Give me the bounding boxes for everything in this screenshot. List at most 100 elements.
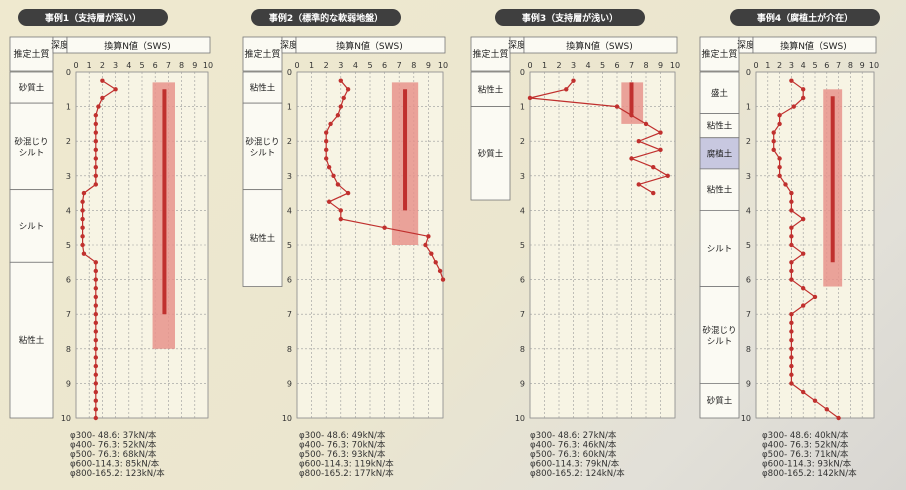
n-value-point xyxy=(93,277,99,282)
x-tick-label: 5 xyxy=(812,61,817,70)
soil-layer xyxy=(470,106,511,201)
y-tick-label: 10 xyxy=(282,414,292,423)
n-value-point xyxy=(100,78,105,83)
header-value-box xyxy=(523,36,678,54)
n-value-point xyxy=(836,415,841,421)
n-value-point xyxy=(789,208,794,213)
n-value-point xyxy=(629,156,634,161)
soil-layer-label: 粘性土 xyxy=(250,83,276,94)
n-value-point xyxy=(789,199,794,204)
n-value-point xyxy=(812,398,818,403)
x-tick-label: 3 xyxy=(789,61,794,70)
y-tick-label: 7 xyxy=(287,310,292,319)
header-depth-label: 深度 xyxy=(280,39,298,51)
n-value-point xyxy=(801,216,806,222)
y-tick-label: 9 xyxy=(66,379,71,388)
n-value-point xyxy=(81,251,87,256)
capacity-line: φ600-114.3: 93kN/本 xyxy=(762,458,852,470)
n-value-point xyxy=(93,286,99,291)
grid xyxy=(529,71,676,419)
n-value-point xyxy=(328,121,333,127)
y-tick-label: 7 xyxy=(746,310,751,319)
soil-layer-label: 砂混じりシルト xyxy=(14,136,48,158)
y-tick-label: 6 xyxy=(66,276,71,285)
y-tick-label: 9 xyxy=(287,379,292,388)
y-tick-label: 1 xyxy=(520,103,525,112)
n-value-point xyxy=(643,121,649,127)
x-tick-label: 8 xyxy=(848,61,853,70)
x-tick-label: 4 xyxy=(801,61,806,70)
x-tick-label: 9 xyxy=(658,61,663,70)
y-tick-label: 5 xyxy=(66,241,71,250)
soil-layer xyxy=(242,102,283,191)
x-tick-label: 6 xyxy=(382,61,387,70)
y-tick-label: 1 xyxy=(746,103,751,112)
soil-layer xyxy=(699,382,740,419)
chart-title: 事例4（腐植土が介在） xyxy=(757,12,853,24)
capacity-line: φ400- 76.3: 46kN/本 xyxy=(530,439,617,451)
n-value-point xyxy=(801,286,806,291)
n-value-point xyxy=(440,277,446,282)
x-tick-label: 3 xyxy=(338,61,343,70)
n-value-point xyxy=(338,78,343,83)
n-value-point xyxy=(93,130,99,135)
y-tick-label: 7 xyxy=(520,310,525,319)
y-tick-label: 5 xyxy=(287,241,292,250)
soil-layer-label: 砂混じりシルト xyxy=(245,136,279,158)
n-value-point xyxy=(80,199,85,204)
n-value-point xyxy=(789,329,794,334)
n-value-point xyxy=(423,242,428,248)
x-tick-label: 5 xyxy=(139,61,144,70)
n-value-point xyxy=(93,337,99,343)
x-tick-label: 8 xyxy=(179,61,184,70)
n-value-point xyxy=(93,260,99,265)
n-value-point xyxy=(426,234,431,239)
n-value-point xyxy=(93,303,99,308)
n-value-point xyxy=(636,139,641,144)
y-tick-label: 6 xyxy=(287,276,292,285)
n-value-point xyxy=(80,225,85,230)
y-tick-label: 9 xyxy=(746,379,751,388)
y-tick-label: 5 xyxy=(520,241,525,250)
capacity-line: φ500- 76.3: 71kN/本 xyxy=(762,448,849,460)
y-tick-label: 7 xyxy=(66,310,71,319)
y-tick-label: 6 xyxy=(746,276,751,285)
n-value-point xyxy=(93,363,99,369)
soil-layer-label: 粘性土 xyxy=(707,121,733,132)
header-value-label: 換算N値（SWS) xyxy=(336,40,403,52)
n-value-point xyxy=(789,346,794,351)
n-value-point xyxy=(100,95,105,101)
n-value-point xyxy=(80,234,85,239)
header-soil-label: 推定土質 xyxy=(244,48,280,60)
n-value-point xyxy=(93,320,99,326)
n-value-point xyxy=(824,407,829,412)
n-value-point xyxy=(571,78,576,83)
soil-layer-label: 粘性土 xyxy=(707,185,733,196)
capacity-line: φ300- 48.6: 49kN/本 xyxy=(299,429,386,441)
y-tick-label: 1 xyxy=(287,103,292,112)
n-value-point xyxy=(93,113,99,118)
soil-layer xyxy=(699,168,740,211)
n-value-point xyxy=(113,87,118,92)
soil-layer-label: 砂質土 xyxy=(19,83,45,94)
n-value-point xyxy=(93,173,99,178)
n-value-point xyxy=(777,121,782,127)
header-value-label: 換算N値（SWS) xyxy=(566,40,633,52)
soil-layer-label: 盛土 xyxy=(711,88,729,99)
n-value-point xyxy=(429,251,434,256)
y-tick-label: 4 xyxy=(520,206,525,215)
x-tick-label: 7 xyxy=(836,61,841,70)
n-value-point xyxy=(789,78,794,83)
soil-layer-label: 砂質土 xyxy=(707,396,733,407)
capacity-line: φ600-114.3: 119kN/本 xyxy=(299,458,394,470)
n-value-point xyxy=(801,87,806,92)
n-value-point xyxy=(93,147,99,153)
y-tick-label: 10 xyxy=(61,414,71,423)
soil-layer xyxy=(699,286,740,384)
